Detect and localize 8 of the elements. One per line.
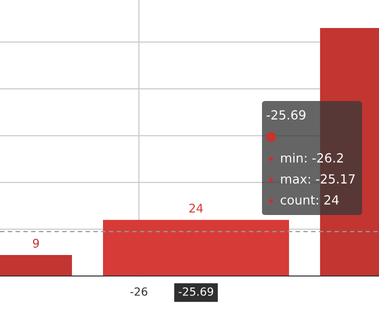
annotation: -25.69	[266, 110, 306, 120]
data-label: 24	[189, 204, 203, 212]
data-label: 9	[32, 238, 39, 248]
annotation: min: -26.2	[281, 152, 343, 163]
text: -25.69	[178, 287, 214, 296]
annotation: count: 24	[280, 195, 339, 205]
annotation: max: -25.17	[281, 174, 355, 184]
text: -26	[130, 287, 148, 296]
